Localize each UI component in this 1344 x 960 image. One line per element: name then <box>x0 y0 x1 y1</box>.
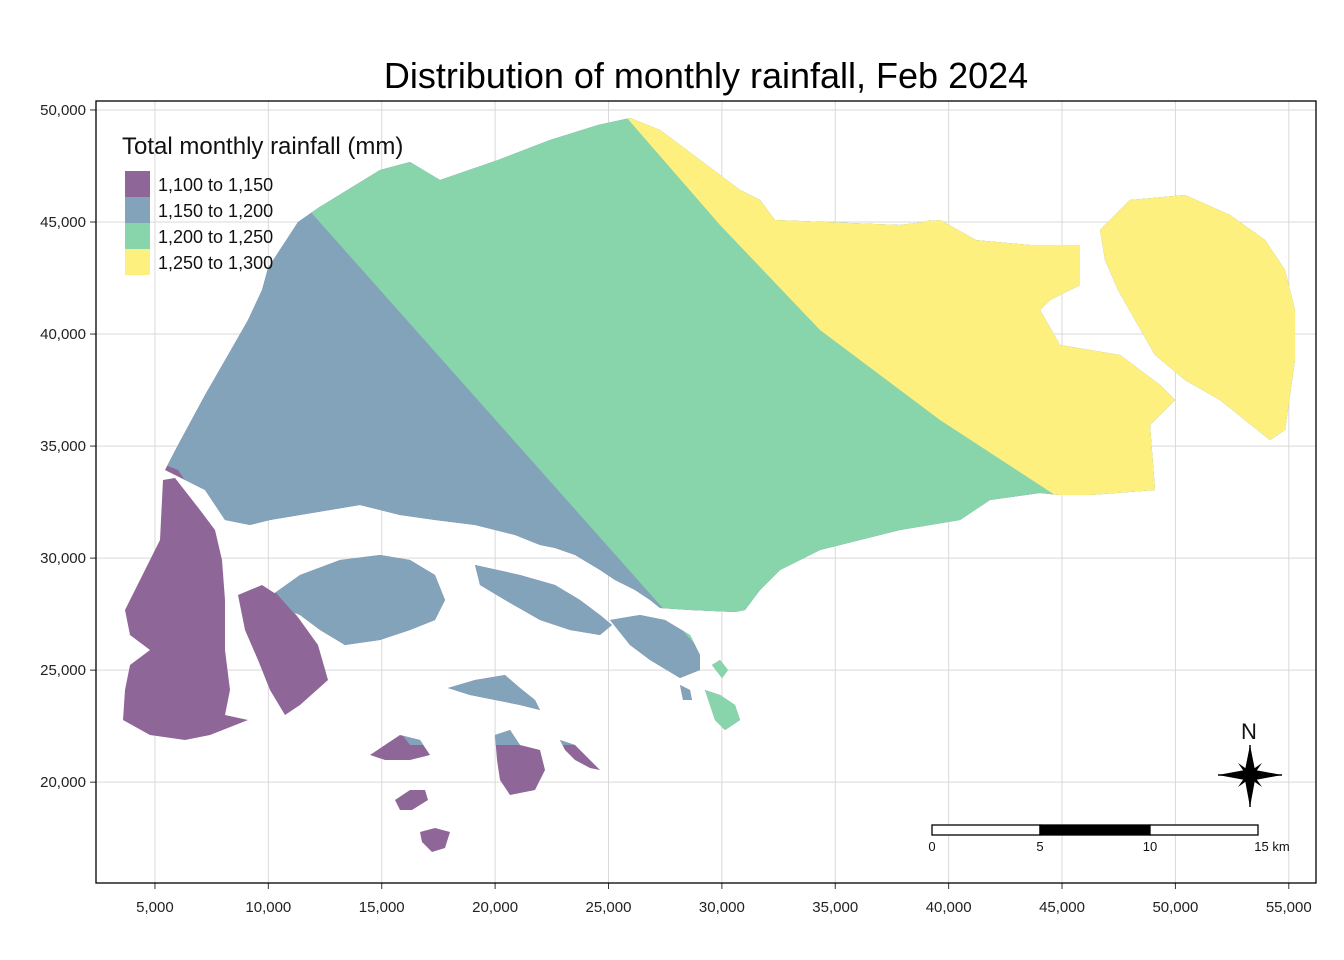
x-tick-label: 45,000 <box>1039 899 1085 916</box>
x-tick-label: 5,000 <box>136 899 174 916</box>
y-tick-label: 30,000 <box>40 550 86 567</box>
y-tick-label: 40,000 <box>40 326 86 343</box>
x-tick-label: 35,000 <box>812 899 858 916</box>
legend-swatch <box>125 223 150 249</box>
y-tick-label: 25,000 <box>40 662 86 679</box>
x-tick-label: 15,000 <box>359 899 405 916</box>
scale-label-10: 10 <box>1143 839 1157 854</box>
north-label: N <box>1241 719 1257 744</box>
scale-label-5: 5 <box>1036 839 1043 854</box>
scale-segment-3 <box>1149 824 1259 836</box>
map-frame <box>95 100 1317 884</box>
compass-star-icon <box>1218 745 1282 807</box>
x-tick-label: 10,000 <box>245 899 291 916</box>
scale-label-15: 15 km <box>1254 839 1289 854</box>
legend-label: 1,200 to 1,250 <box>158 227 273 247</box>
y-tick-label: 20,000 <box>40 774 86 791</box>
x-tick-label: 55,000 <box>1266 899 1312 916</box>
legend-swatch <box>125 197 150 223</box>
x-tick-label: 20,000 <box>472 899 518 916</box>
y-tick-label: 45,000 <box>40 214 86 231</box>
scale-label-0: 0 <box>928 839 935 854</box>
scale-bar: 0 5 10 15 km <box>928 824 1290 854</box>
x-tick-label: 40,000 <box>926 899 972 916</box>
legend: Total monthly rainfall (mm) 1,100 to 1,1… <box>122 133 403 275</box>
legend-label: 1,250 to 1,300 <box>158 253 273 273</box>
legend-swatch <box>125 249 150 275</box>
legend-label: 1,150 to 1,200 <box>158 201 273 221</box>
map-title: Distribution of monthly rainfall, Feb 20… <box>383 55 1029 96</box>
legend-label: 1,100 to 1,150 <box>158 175 273 195</box>
scale-segment-2 <box>1039 824 1151 836</box>
legend-title: Total monthly rainfall (mm) <box>122 133 403 160</box>
scale-segment-1 <box>931 824 1041 836</box>
legend-swatch <box>125 171 150 197</box>
x-tick-label: 50,000 <box>1152 899 1198 916</box>
y-tick-label: 35,000 <box>40 438 86 455</box>
axis-ticks: 5,000 10,000 15,000 20,000 25,000 30,000 35,00… <box>40 102 1312 916</box>
x-tick-label: 30,000 <box>699 899 745 916</box>
x-tick-label: 25,000 <box>586 899 632 916</box>
y-tick-label: 50,000 <box>40 102 86 119</box>
north-arrow: N <box>1218 719 1282 807</box>
